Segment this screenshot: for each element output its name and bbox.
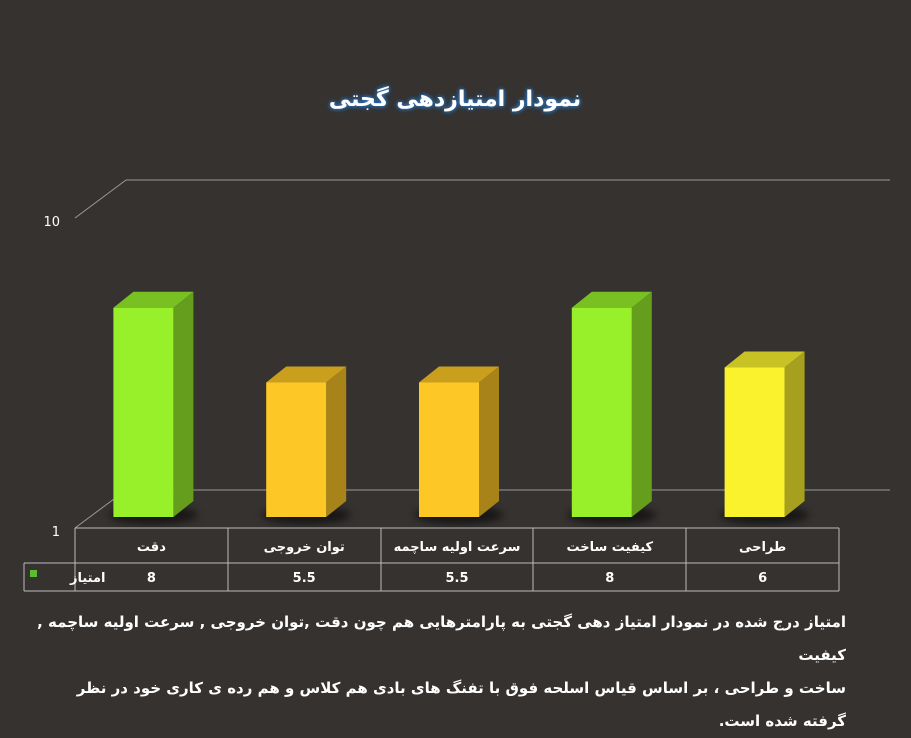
bar-side <box>173 291 194 517</box>
table-cells: دقت 8 توان خروجی 5.5 سرعت اولیه ساچمه 5.5 کیفی… <box>137 540 786 586</box>
bar-side <box>631 291 652 517</box>
chart-title: نمودار امتیازدهی گجتی <box>329 85 581 112</box>
caption: امتیاز درج شده در نمودار امتیاز دهی گجتی… <box>30 606 846 738</box>
top-gridline-side <box>74 179 127 219</box>
bar-side <box>784 351 805 517</box>
bar-top <box>266 366 347 383</box>
bar-front <box>724 367 785 517</box>
category-label: سرعت اولیه ساچمه <box>394 540 521 555</box>
data-table <box>23 527 840 592</box>
bar-front <box>419 382 479 517</box>
bar-front <box>266 382 327 517</box>
value-label: 5.5 <box>293 571 316 586</box>
caption-line-1: امتیاز درج شده در نمودار امتیاز دهی گجتی… <box>37 613 846 664</box>
category-label: توان خروجی <box>264 540 345 555</box>
legend-swatch <box>30 570 37 577</box>
bar <box>720 351 809 524</box>
value-label: 5.5 <box>445 571 468 586</box>
bar <box>415 366 503 524</box>
value-label: 8 <box>605 571 614 586</box>
bar <box>567 291 656 524</box>
category-label: کیفیت ساخت <box>566 540 653 555</box>
bars-group <box>109 291 809 524</box>
bar-top <box>113 291 194 308</box>
bar-top <box>571 291 652 308</box>
value-label: 6 <box>758 571 767 586</box>
bar <box>109 291 198 524</box>
category-label: طراحی <box>739 540 786 555</box>
bar-top <box>419 366 499 383</box>
y-tick-label-bottom: 1 <box>52 525 60 540</box>
y-tick-label-top: 10 <box>43 215 60 230</box>
series-name-cell: امتیاز <box>69 571 105 586</box>
bar-front <box>113 307 174 517</box>
category-label: دقت <box>137 540 166 555</box>
bar-front <box>571 307 632 517</box>
caption-line-2: ساخت و طراحی ، بر اساس قیاس اسلحه فوق با… <box>76 679 846 730</box>
bar-top <box>724 351 805 368</box>
bar <box>262 366 351 524</box>
bar-side <box>326 366 347 517</box>
value-label: 8 <box>147 571 156 586</box>
chart: نمودار امتیازدهی گجتی 10 1 دقت 8 توان خروج… <box>23 85 890 592</box>
bar-side <box>479 366 499 517</box>
